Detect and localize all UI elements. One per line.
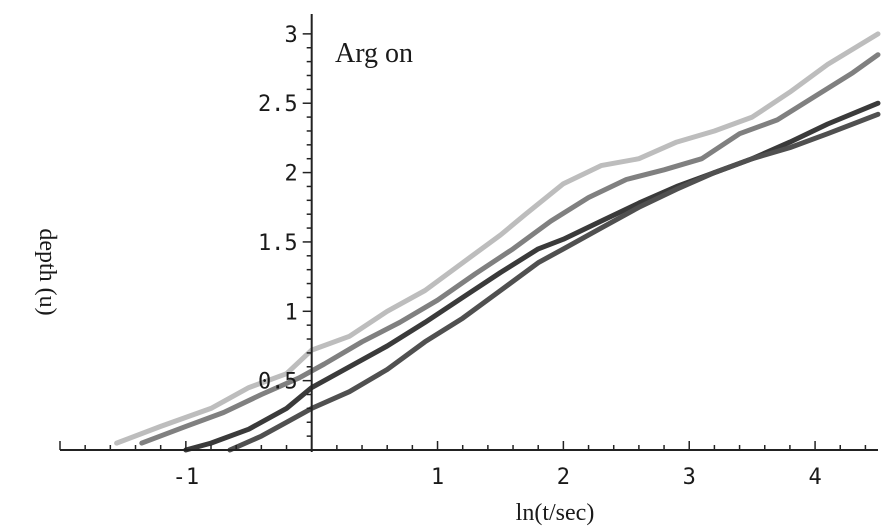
y-tick-label: 1.5	[258, 231, 298, 256]
axis-layer	[60, 14, 878, 452]
y-tick-label: 1	[284, 300, 297, 325]
x-tick-label: 4	[808, 465, 821, 490]
y-tick-label: 2	[284, 162, 297, 187]
y-tick-label: 3	[284, 23, 297, 48]
x-tick-label: 2	[557, 465, 570, 490]
series-line-4	[227, 111, 881, 453]
x-tick-label: 1	[431, 465, 444, 490]
x-axis-title: ln(t/sec)	[516, 500, 595, 526]
y-ticks: 0.5 1 1.5 2 2.5 3	[258, 23, 312, 437]
chart-annotation: Arg on	[335, 38, 413, 69]
y-tick-label: 0.5	[258, 370, 298, 395]
x-ticks: -1 1 2 3 4	[59, 441, 867, 490]
x-tick-label: 3	[683, 465, 696, 490]
x-tick-label: -1	[173, 465, 200, 490]
series-layer	[114, 31, 881, 453]
series-line-1	[114, 31, 881, 446]
y-axis-title: depth (u)	[34, 228, 60, 315]
series-line-3	[183, 100, 881, 453]
series-line-2	[139, 52, 881, 446]
y-tick-label: 2.5	[258, 92, 298, 117]
